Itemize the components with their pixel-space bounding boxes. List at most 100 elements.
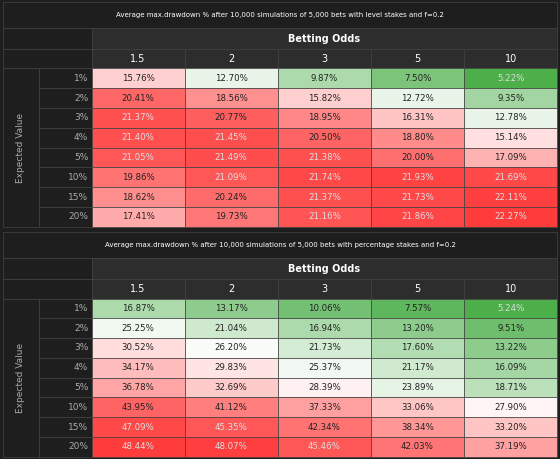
Bar	[278, 50, 371, 68]
Bar	[3, 232, 557, 258]
Bar	[39, 187, 91, 207]
Text: 33.06%: 33.06%	[401, 403, 434, 412]
Text: 42.34%: 42.34%	[308, 423, 341, 431]
Text: 18.62%: 18.62%	[122, 192, 155, 202]
Text: 20%: 20%	[68, 213, 88, 221]
Bar	[91, 128, 185, 148]
Bar	[464, 68, 557, 88]
Text: 48.44%: 48.44%	[122, 442, 155, 451]
Bar	[464, 280, 557, 298]
Text: 3: 3	[321, 284, 328, 294]
Bar	[39, 437, 91, 457]
Text: 34.17%: 34.17%	[122, 363, 155, 372]
Text: 36.78%: 36.78%	[122, 383, 155, 392]
Text: 21.86%: 21.86%	[401, 213, 434, 221]
Text: 37.19%: 37.19%	[494, 442, 527, 451]
Bar	[39, 397, 91, 417]
Text: 21.09%: 21.09%	[215, 173, 248, 182]
Text: 7.50%: 7.50%	[404, 74, 431, 83]
Text: 18.56%: 18.56%	[215, 94, 248, 103]
Text: 21.73%: 21.73%	[308, 343, 341, 353]
Text: 18.80%: 18.80%	[401, 133, 434, 142]
Text: 7.57%: 7.57%	[404, 304, 431, 313]
Bar	[91, 148, 185, 168]
Text: 13.17%: 13.17%	[215, 304, 248, 313]
Bar	[464, 417, 557, 437]
Text: 18.95%: 18.95%	[308, 113, 340, 123]
Text: 3%: 3%	[74, 113, 88, 123]
Text: 41.12%: 41.12%	[215, 403, 248, 412]
Text: 5: 5	[414, 284, 421, 294]
Bar	[371, 318, 464, 338]
Bar	[371, 280, 464, 298]
Text: 4%: 4%	[74, 133, 88, 142]
Bar	[464, 207, 557, 227]
Bar	[278, 338, 371, 358]
Text: 16.31%: 16.31%	[401, 113, 434, 123]
Text: 16.09%: 16.09%	[494, 363, 527, 372]
Bar	[371, 108, 464, 128]
Text: 5%: 5%	[74, 153, 88, 162]
Text: 9.87%: 9.87%	[311, 74, 338, 83]
Text: 1.5: 1.5	[130, 284, 146, 294]
Bar	[371, 207, 464, 227]
Bar	[464, 298, 557, 318]
Text: 20%: 20%	[68, 442, 88, 451]
Bar	[91, 358, 185, 378]
Text: 13.20%: 13.20%	[401, 324, 434, 333]
Bar	[464, 88, 557, 108]
Bar	[39, 168, 91, 187]
Bar	[371, 187, 464, 207]
Bar	[278, 108, 371, 128]
Bar	[464, 397, 557, 417]
Bar	[39, 207, 91, 227]
Bar	[464, 128, 557, 148]
Text: 15.82%: 15.82%	[308, 94, 341, 103]
Text: 48.07%: 48.07%	[215, 442, 248, 451]
Text: 21.40%: 21.40%	[122, 133, 155, 142]
Bar	[91, 437, 185, 457]
Text: 17.60%: 17.60%	[401, 343, 434, 353]
Text: 37.33%: 37.33%	[308, 403, 341, 412]
Bar	[371, 88, 464, 108]
Bar	[278, 68, 371, 88]
Text: 19.86%: 19.86%	[122, 173, 155, 182]
Text: 21.37%: 21.37%	[308, 192, 341, 202]
Text: 28.39%: 28.39%	[308, 383, 340, 392]
Text: 12.72%: 12.72%	[401, 94, 434, 103]
Text: 21.49%: 21.49%	[215, 153, 248, 162]
Text: 21.69%: 21.69%	[494, 173, 527, 182]
Text: 18.71%: 18.71%	[494, 383, 527, 392]
Text: 15%: 15%	[68, 423, 88, 431]
Text: 2%: 2%	[74, 94, 88, 103]
Text: 5.24%: 5.24%	[497, 304, 524, 313]
Bar	[39, 417, 91, 437]
Bar	[39, 68, 91, 88]
Text: 17.09%: 17.09%	[494, 153, 527, 162]
Bar	[278, 128, 371, 148]
Bar	[91, 168, 185, 187]
Text: 12.78%: 12.78%	[494, 113, 527, 123]
Bar	[371, 68, 464, 88]
Bar	[39, 318, 91, 338]
Text: 9.51%: 9.51%	[497, 324, 524, 333]
Text: 1%: 1%	[74, 304, 88, 313]
Text: 20.41%: 20.41%	[122, 94, 155, 103]
Text: 33.20%: 33.20%	[494, 423, 527, 431]
Text: 10%: 10%	[68, 403, 88, 412]
Bar	[91, 417, 185, 437]
Bar	[39, 148, 91, 168]
Text: 26.20%: 26.20%	[215, 343, 248, 353]
Bar	[185, 88, 278, 108]
Text: 2%: 2%	[74, 324, 88, 333]
Bar	[91, 88, 185, 108]
Bar	[278, 417, 371, 437]
Text: 20.50%: 20.50%	[308, 133, 341, 142]
Bar	[185, 397, 278, 417]
Text: 21.45%: 21.45%	[215, 133, 248, 142]
Bar	[185, 378, 278, 397]
Bar	[278, 88, 371, 108]
Text: 20.00%: 20.00%	[401, 153, 434, 162]
Bar	[39, 378, 91, 397]
Bar	[278, 148, 371, 168]
